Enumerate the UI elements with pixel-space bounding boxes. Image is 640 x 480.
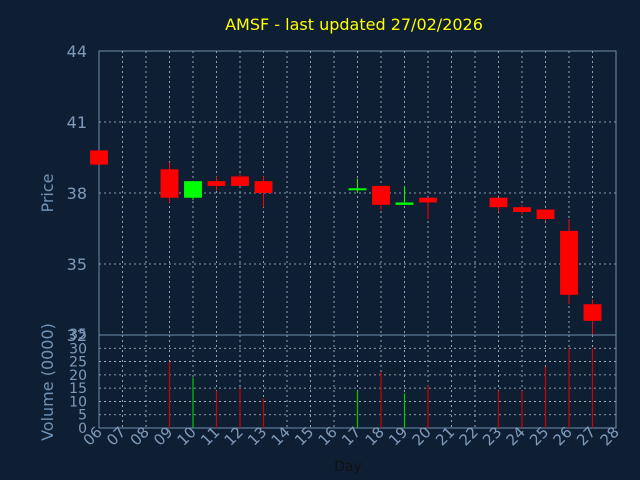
candle-body: [395, 202, 414, 205]
price-y-tick-label: 32: [67, 326, 87, 345]
candle-body: [583, 304, 602, 321]
price-y-tick-label: 41: [67, 113, 87, 132]
volume-y-tick-label: 35: [69, 327, 87, 343]
volume-y-tick-label: 10: [69, 394, 87, 410]
volume-y-tick-label: 25: [69, 355, 87, 371]
volume-y-tick-label: 15: [69, 381, 87, 397]
candle-body: [372, 185, 390, 205]
candle-body: [348, 188, 367, 191]
candle-body: [231, 176, 249, 186]
day-x-ticks: 0607080910111213141516171819202122232425…: [80, 423, 623, 449]
volume-axis-label: Volume (0000): [38, 323, 57, 441]
volume-y-tick-label: 20: [69, 368, 87, 384]
candle-body: [207, 181, 226, 186]
volume-y-tick-label: 5: [78, 408, 87, 424]
volume-bars: [168, 348, 594, 428]
candle-body: [90, 150, 108, 165]
price-y-tick-label: 44: [67, 42, 87, 61]
volume-y-tick-label: 30: [69, 341, 87, 357]
volume-y-tick-label: 0: [78, 421, 87, 437]
candle-body: [160, 169, 179, 198]
price-y-tick-label: 38: [67, 184, 87, 203]
candle-body: [536, 209, 555, 220]
candle-body: [489, 197, 508, 208]
candle-body: [419, 197, 437, 203]
candle-body: [560, 230, 578, 295]
price-y-tick-label: 35: [67, 255, 87, 274]
candles: [90, 150, 602, 335]
candle-body: [513, 207, 531, 212]
chart-title: AMSF - last updated 27/02/2026: [225, 15, 483, 34]
candle-body: [184, 181, 202, 198]
day-axis-label: Day: [334, 459, 362, 475]
candle-body: [254, 181, 273, 193]
price-axis-label: Price: [38, 173, 57, 212]
